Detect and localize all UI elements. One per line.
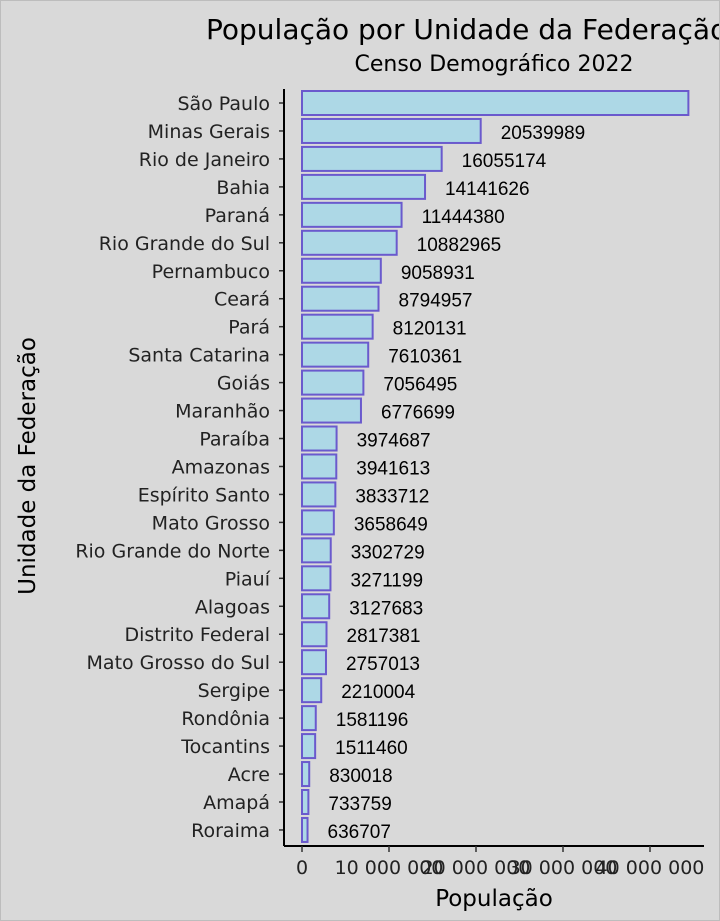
- bar: [301, 425, 338, 452]
- bar: [301, 537, 332, 564]
- data-label: 8794957: [399, 291, 473, 312]
- bar: [301, 369, 365, 396]
- x-axis-title: População: [435, 886, 553, 912]
- chart-subtitle: Censo Demográfico 2022: [354, 52, 633, 77]
- bar: [301, 257, 382, 284]
- category-label: Piauí: [225, 568, 271, 590]
- category-label: Espírito Santo: [138, 484, 270, 506]
- category-label: Rio Grande do Norte: [75, 540, 270, 562]
- data-label: 830018: [329, 766, 392, 787]
- bar: [301, 145, 443, 172]
- category-label: Pará: [228, 317, 270, 339]
- x-tick-label: 10 000 000: [335, 857, 444, 879]
- data-label: 1511460: [335, 738, 408, 759]
- category-label: Goiás: [217, 373, 270, 395]
- chart-title: População por Unidade da Federação: [206, 13, 719, 46]
- category-label: Mato Grosso: [152, 512, 270, 534]
- data-label: 8120131: [393, 319, 467, 340]
- data-label: 20539989: [501, 123, 586, 144]
- category-label: Mato Grosso do Sul: [87, 652, 270, 674]
- data-label: 9058931: [401, 263, 475, 284]
- bar: [301, 705, 317, 732]
- bar: [301, 201, 403, 228]
- x-tick-label: 0: [296, 857, 308, 879]
- category-labels: São Paulo Minas Gerais Rio de Janeiro Bahia…: [75, 93, 284, 842]
- bar: [301, 509, 335, 536]
- category-label: Acre: [228, 764, 270, 786]
- data-label: 3658649: [354, 514, 428, 535]
- data-label: 2817381: [347, 626, 421, 647]
- bar: [301, 453, 338, 480]
- data-label: 7610361: [388, 347, 462, 368]
- category-label: São Paulo: [177, 93, 270, 115]
- category-label: Pernambuco: [152, 261, 270, 283]
- category-label: Paraíba: [199, 429, 270, 451]
- x-tick-label: 40 000 000: [596, 857, 705, 879]
- bar: [301, 173, 427, 200]
- bar: [301, 733, 317, 760]
- bar: [301, 397, 362, 424]
- bar: [301, 649, 327, 676]
- data-label: 6776699: [381, 403, 455, 424]
- x-tick-label: 20 000 000: [422, 857, 531, 879]
- category-label: Roraima: [191, 820, 270, 842]
- bar: [301, 341, 370, 368]
- bar: [301, 621, 328, 648]
- bar: [301, 313, 374, 340]
- bar: [301, 593, 331, 620]
- category-label: Rio Grande do Sul: [99, 233, 270, 255]
- bar: [301, 285, 380, 312]
- bar: [301, 117, 482, 144]
- bar: [301, 816, 309, 843]
- data-label: 16055174: [462, 151, 547, 172]
- data-label: 3127683: [349, 598, 423, 619]
- data-label: 14141626: [445, 179, 530, 200]
- category-label: Paraná: [205, 205, 270, 227]
- bar: [301, 481, 337, 508]
- bar: [301, 761, 311, 788]
- data-label: 2757013: [346, 654, 420, 675]
- category-label: Alagoas: [195, 596, 270, 618]
- category-label: Bahia: [216, 177, 270, 199]
- data-label: 733759: [328, 794, 391, 815]
- category-label: Amazonas: [172, 456, 270, 478]
- bar: [301, 229, 398, 256]
- bar: [301, 565, 332, 592]
- data-label: 636707: [328, 822, 391, 843]
- bar: [301, 90, 690, 116]
- data-label: 3833712: [355, 486, 429, 507]
- category-label: Minas Gerais: [148, 121, 270, 143]
- bars-group: [301, 90, 690, 843]
- data-label: 1581196: [336, 710, 409, 731]
- value-labels: 20539989 16055174 14141626 11444380 10882965…: [328, 123, 586, 843]
- category-label: Rio de Janeiro: [139, 149, 270, 171]
- category-label: Maranhão: [175, 401, 270, 423]
- data-label: 3302729: [351, 542, 425, 563]
- category-label: Sergipe: [198, 680, 270, 702]
- data-label: 3941613: [356, 458, 430, 479]
- data-label: 3271199: [350, 570, 423, 591]
- category-label: Tocantins: [180, 736, 270, 758]
- data-label: 7056495: [383, 375, 457, 396]
- data-label: 2210004: [341, 682, 415, 703]
- y-axis-title: Unidade da Federação: [15, 337, 41, 595]
- data-label: 11444380: [422, 207, 505, 228]
- category-label: Rondônia: [181, 708, 270, 730]
- data-label: 3974687: [357, 431, 431, 452]
- x-tick-label: 30 000 000: [509, 857, 618, 879]
- category-label: Distrito Federal: [124, 624, 270, 646]
- data-label: 10882965: [417, 235, 502, 256]
- category-label: Ceará: [214, 289, 270, 311]
- category-label: Santa Catarina: [128, 345, 270, 367]
- bar: [301, 677, 323, 704]
- bar: [301, 789, 310, 815]
- category-label: Amapá: [203, 792, 270, 814]
